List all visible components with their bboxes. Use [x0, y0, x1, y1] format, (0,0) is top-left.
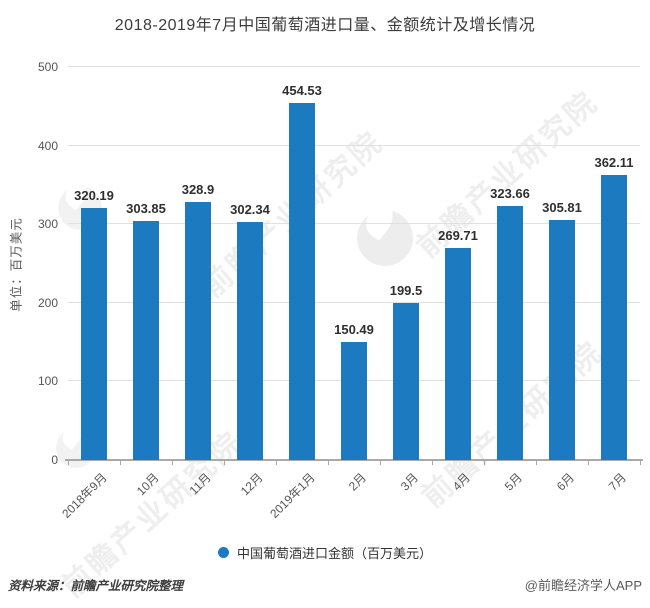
bar-value-label: 323.66 [490, 185, 530, 201]
bar-value-label: 150.49 [334, 321, 374, 337]
x-axis-tick [432, 460, 433, 465]
plot-area: 320.19 2018年9月 303.85 10月 328.9 11月 302.34 12月 4… [59, 66, 643, 521]
bar [445, 248, 471, 460]
y-axis-tick-label: 500 [37, 60, 58, 74]
bar [497, 205, 523, 460]
bar [549, 219, 575, 460]
gridline [68, 223, 640, 225]
bar [81, 208, 107, 460]
gridline [68, 66, 640, 67]
x-axis-line [65, 459, 643, 461]
bar-value-label: 362.11 [594, 155, 634, 171]
data-source-note: 资料来源：前瞻产业研究院整理 [8, 579, 184, 593]
bar [601, 175, 627, 460]
x-axis-tick [224, 460, 225, 465]
x-axis-tick [588, 460, 589, 465]
x-axis-tick [120, 460, 121, 465]
bar [133, 221, 159, 460]
bar [237, 222, 263, 460]
x-axis-tick [640, 460, 641, 465]
x-axis-tick [484, 460, 485, 465]
y-axis-tick-label: 400 [37, 138, 58, 153]
bar-value-label: 302.34 [230, 202, 270, 218]
bar [393, 303, 419, 460]
bar [289, 102, 315, 460]
x-axis-tick [328, 460, 329, 465]
y-axis-tick-label: 100 [37, 374, 58, 389]
bar-value-label: 269.71 [438, 228, 478, 244]
bar-value-label: 320.19 [74, 188, 114, 204]
credit-note: @前瞻经济学人APP [524, 578, 642, 593]
bar-value-label: 454.53 [282, 82, 322, 98]
x-axis-tick [380, 460, 381, 465]
y-axis-tick-label: 0 [51, 453, 58, 467]
x-axis-tick [172, 460, 173, 465]
x-axis-tick [536, 460, 537, 465]
y-axis-tick-labels: 0 100 200 300 400 500 [0, 60, 58, 467]
bar [185, 201, 211, 460]
bar-value-label: 199.5 [389, 283, 423, 299]
gridline [68, 301, 640, 303]
bar-value-label: 303.85 [126, 201, 166, 217]
bar-value-label: 305.81 [542, 199, 582, 215]
legend-marker-icon [217, 547, 229, 558]
legend-item: 中国葡萄酒进口金额（百万美元） [0, 543, 650, 562]
x-axis-tick [276, 460, 277, 465]
bar-value-label: 328.9 [181, 181, 215, 197]
legend-label: 中国葡萄酒进口金额（百万美元） [236, 546, 432, 561]
y-axis-tick-label: 200 [37, 295, 58, 310]
chart-title: 2018-2019年7月中国葡萄酒进口量、金额统计及增长情况 [114, 17, 536, 34]
y-axis-tick-label: 300 [37, 217, 58, 232]
gridline [68, 144, 640, 146]
bar [341, 341, 367, 460]
x-axis-tick [68, 460, 69, 465]
